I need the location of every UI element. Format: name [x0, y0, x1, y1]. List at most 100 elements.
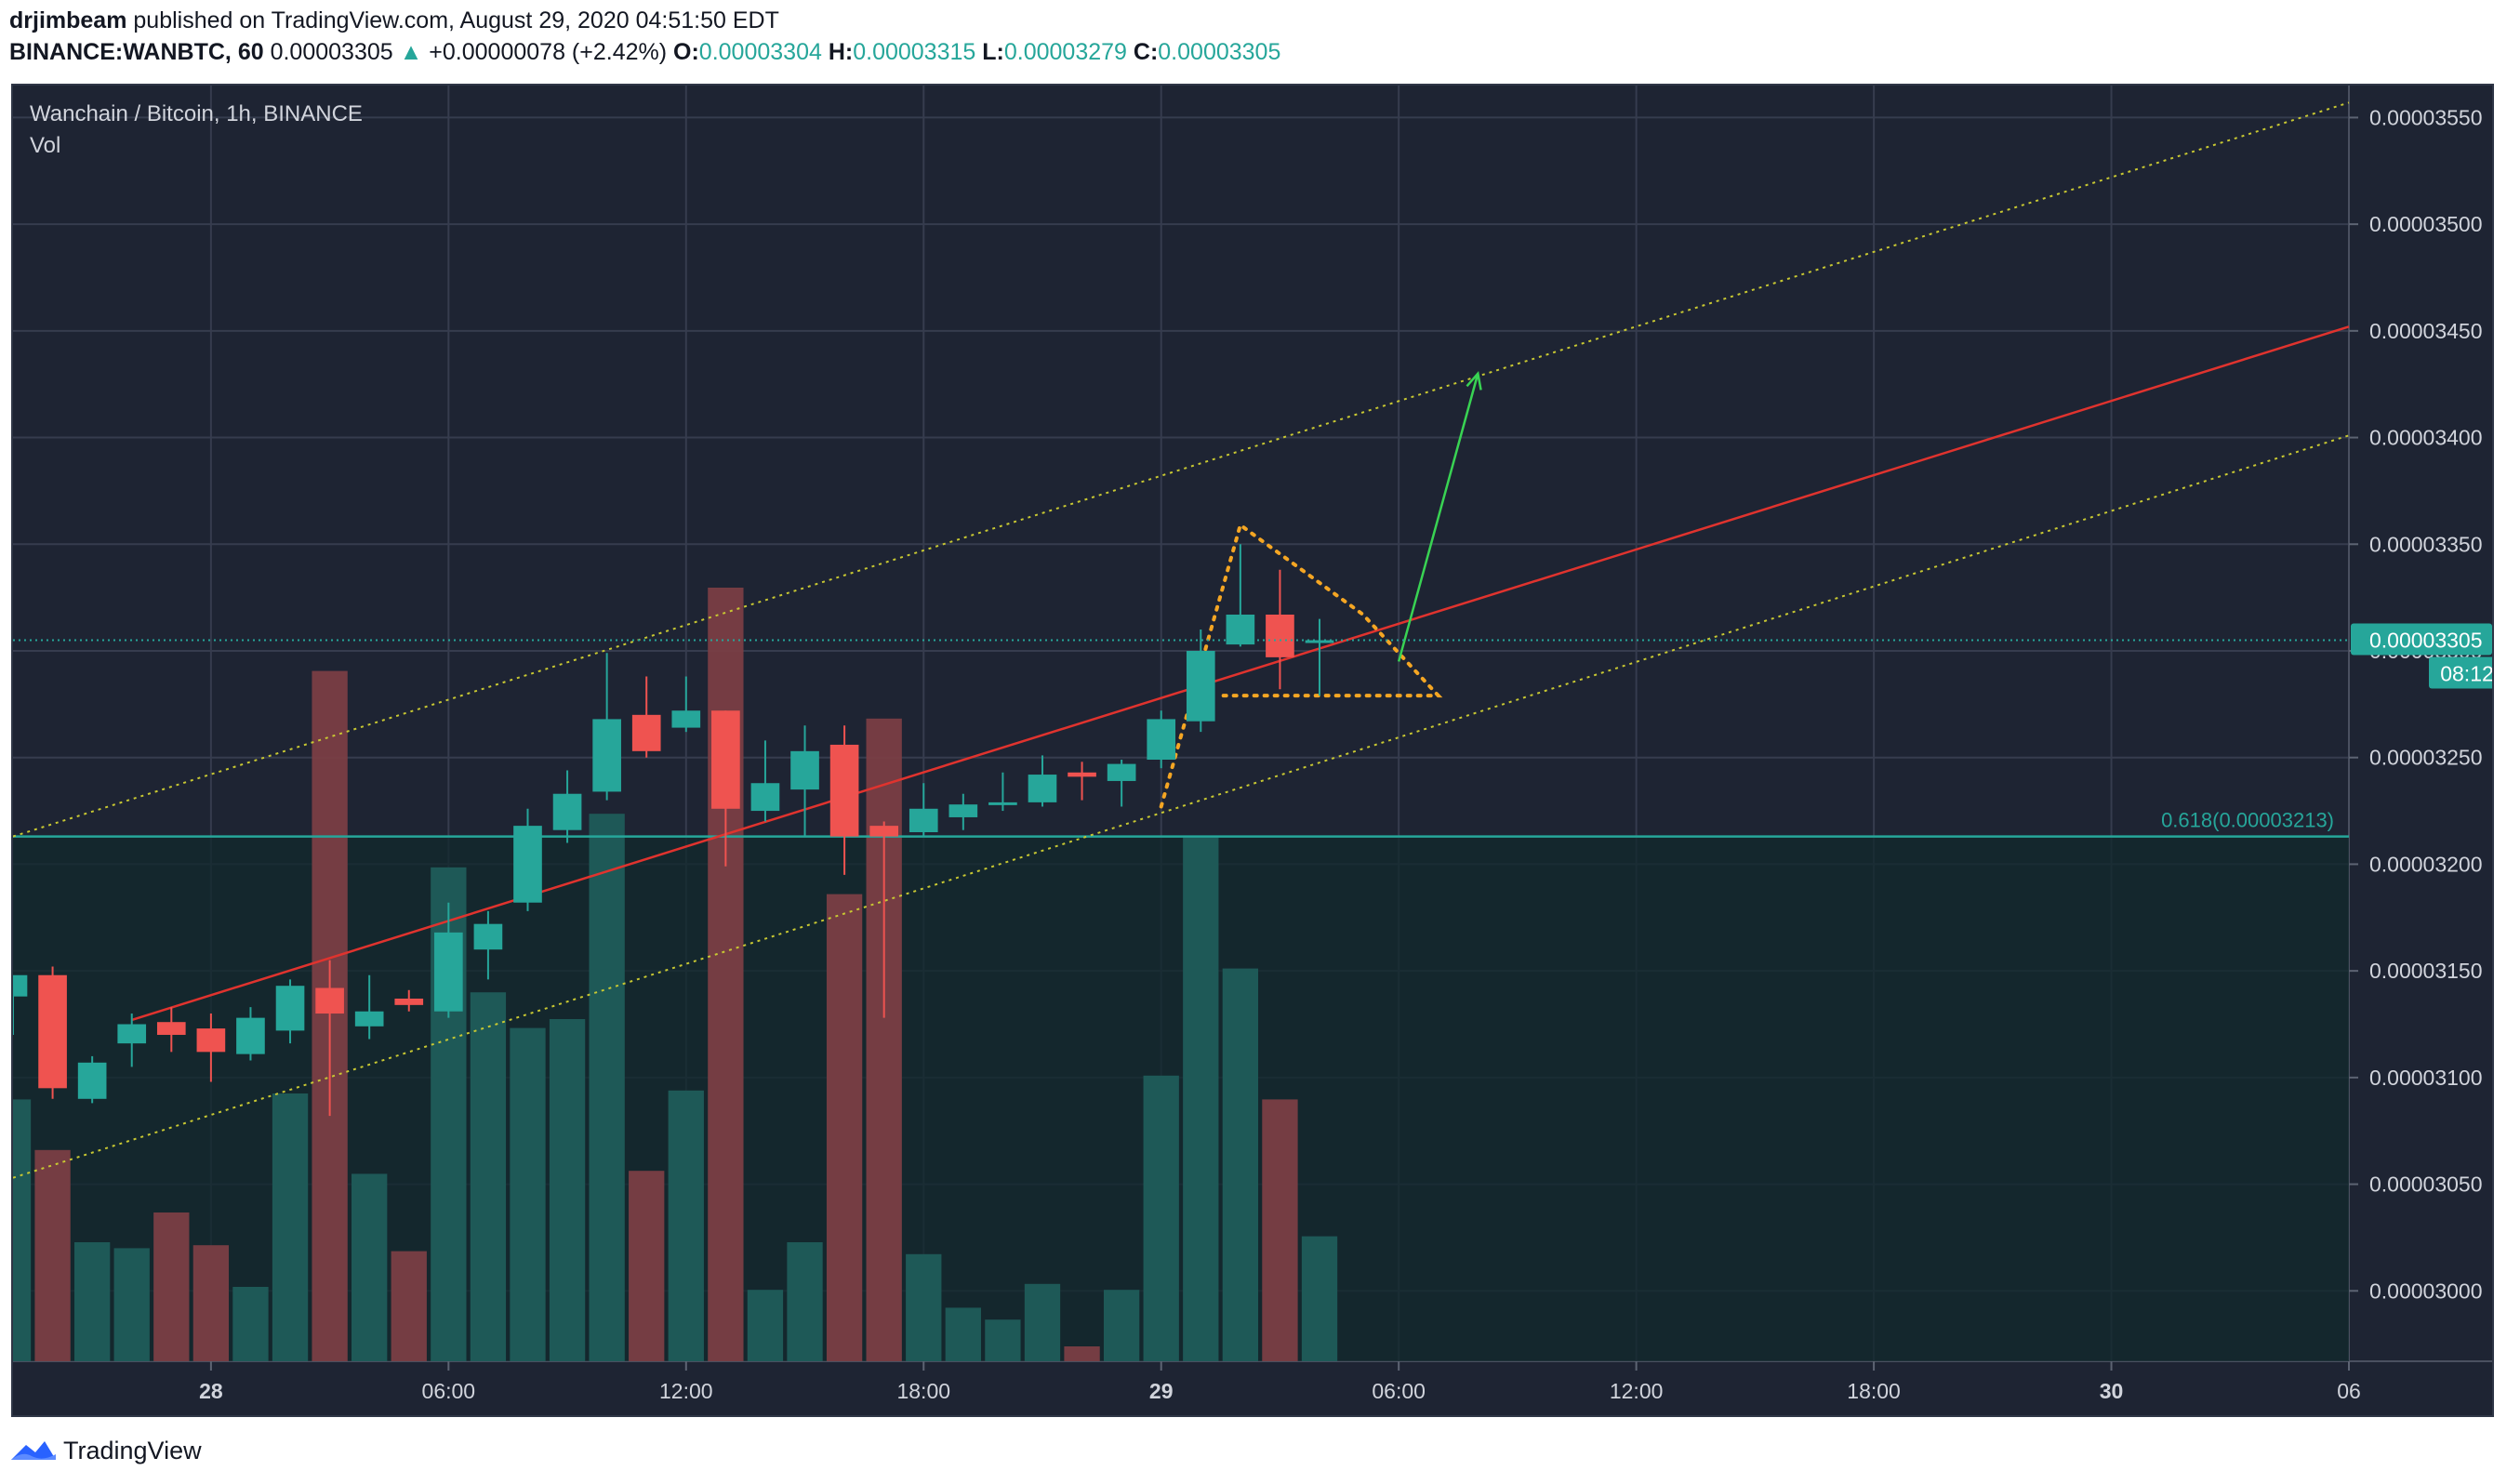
- volume-bar: [352, 1173, 388, 1361]
- candle-body-up: [275, 986, 305, 1031]
- candle-body-up: [1186, 650, 1215, 722]
- publish-header: drjimbeam published on TradingView.com, …: [9, 6, 2501, 65]
- high-value: 0.00003315: [853, 39, 976, 65]
- candle-body-down: [631, 714, 661, 751]
- price-tick-label: 0.00003150: [2369, 959, 2483, 983]
- open-label: O:: [673, 39, 699, 65]
- volume-bar: [866, 718, 902, 1361]
- countdown-tag-bg: [2429, 656, 2492, 689]
- time-tick-label: 29: [1149, 1379, 1174, 1403]
- volume-bar: [510, 1027, 546, 1361]
- chart-panel[interactable]: 0.00003550 0.00003500 0.00003450 0.00003400…: [11, 84, 2494, 1417]
- candle-body-up: [592, 719, 621, 792]
- candle-body-up: [513, 826, 542, 903]
- price-tick-label: 0.00003000: [2369, 1279, 2483, 1303]
- volume-bar: [192, 1245, 230, 1361]
- last-price-tag: 0.00003305 08:12: [2351, 623, 2492, 689]
- target-arrow-line: [1397, 373, 1479, 662]
- volume-bar: [1143, 1075, 1179, 1361]
- volume-bar: [1262, 1099, 1298, 1361]
- candle-body-up: [13, 974, 28, 997]
- price-tick-label: 0.00003050: [2369, 1173, 2483, 1197]
- symbol-label: BINANCE:WANBTC, 60: [9, 39, 264, 65]
- low-value: 0.00003279: [1003, 39, 1127, 65]
- candle-body-down: [711, 710, 740, 809]
- trend-drawings[interactable]: [13, 101, 2350, 1179]
- volume-bar: [13, 1099, 32, 1361]
- volume-bar: [1183, 837, 1219, 1361]
- change-up-icon: ▲: [399, 39, 423, 65]
- time-tick-label: 18:00: [896, 1379, 950, 1403]
- candle-body-down: [869, 826, 899, 837]
- candlesticks: [13, 544, 1334, 1117]
- candle-body-down: [394, 998, 424, 1005]
- volume-bar: [787, 1242, 823, 1361]
- candle-body-down: [315, 987, 344, 1014]
- volume-bars: [13, 588, 1338, 1361]
- volume-bar: [629, 1171, 665, 1361]
- candle-body-up: [988, 802, 1017, 805]
- time-tick-label: 06:00: [1372, 1379, 1426, 1403]
- time-axis[interactable]: 28 06:00 12:00 18:00 29 06:00 12:00 18:00 30 06: [199, 1361, 2361, 1403]
- volume-bar: [708, 588, 744, 1361]
- candle-body-down: [38, 974, 67, 1089]
- price-axis[interactable]: 0.00003550 0.00003500 0.00003450 0.00003400…: [2349, 105, 2483, 1303]
- last-price-tag-text: 0.00003305: [2369, 629, 2483, 653]
- volume-bar: [470, 992, 507, 1361]
- publish-info: drjimbeam published on TradingView.com, …: [9, 6, 779, 35]
- volume-bar: [153, 1212, 190, 1361]
- countdown-text: 08:12: [2440, 662, 2492, 686]
- price-tick-label: 0.00003200: [2369, 852, 2483, 876]
- volume-bar: [1064, 1346, 1100, 1361]
- volume-label: Vol: [30, 133, 60, 158]
- footer-brand[interactable]: TradingView: [9, 1428, 381, 1473]
- last-price: 0.00003305: [263, 39, 400, 65]
- time-tick-label: 18:00: [1847, 1379, 1901, 1403]
- time-tick-label: 28: [199, 1379, 223, 1403]
- volume-bar: [391, 1251, 427, 1361]
- channel-upper-line: [13, 101, 2350, 838]
- triangle-pattern: [1159, 522, 1443, 809]
- price-tick-label: 0.00003350: [2369, 532, 2483, 556]
- price-tick-label: 0.00003500: [2369, 212, 2483, 236]
- close-value: 0.00003305: [1158, 39, 1281, 65]
- volume-bar: [985, 1319, 1021, 1361]
- candle-body-down: [196, 1028, 226, 1053]
- volume-bar: [1301, 1236, 1338, 1361]
- chart-title: Wanchain / Bitcoin, 1h, BINANCE: [30, 101, 363, 126]
- tradingview-brand-text: TradingView: [63, 1437, 202, 1464]
- volume-bar: [113, 1248, 150, 1361]
- price-change: +0.00000078 (+2.42%): [422, 39, 674, 65]
- price-tick-label: 0.00003450: [2369, 319, 2483, 343]
- volume-bar: [34, 1149, 71, 1361]
- volume-bar: [906, 1253, 942, 1361]
- candle-body-down: [1266, 614, 1294, 657]
- price-tick-label: 0.00003100: [2369, 1066, 2483, 1090]
- volume-bar: [826, 894, 863, 1361]
- price-tick-label: 0.00003250: [2369, 746, 2483, 770]
- candle-body-up: [552, 793, 582, 830]
- candle-body-up: [117, 1024, 147, 1044]
- candle-body-up: [1305, 640, 1334, 643]
- author-name[interactable]: drjimbeam: [9, 7, 127, 33]
- volume-bar: [232, 1287, 269, 1361]
- candle-body-up: [790, 750, 819, 790]
- price-chart[interactable]: 0.00003550 0.00003500 0.00003450 0.00003400…: [13, 86, 2492, 1415]
- volume-bar: [945, 1307, 981, 1361]
- close-label: C:: [1126, 39, 1159, 65]
- candle-body-up: [1107, 763, 1136, 781]
- target-arrow-head-icon: [1466, 370, 1482, 391]
- volume-bar: [589, 814, 625, 1361]
- volume-bar: [1024, 1283, 1061, 1361]
- volume-bar: [668, 1090, 704, 1361]
- symbol-info: BINANCE:WANBTC, 60 0.00003305 ▲ +0.00000…: [9, 37, 1280, 67]
- last-price-tag-bg: [2351, 623, 2492, 656]
- high-label: H:: [821, 39, 854, 65]
- candle-body-down: [829, 744, 859, 837]
- candle-body-down: [1068, 772, 1096, 777]
- volume-bar: [1222, 968, 1259, 1361]
- candle-body-up: [671, 710, 701, 728]
- candle-body-up: [236, 1017, 265, 1054]
- fib-level-label[interactable]: 0.618(0.00003213): [2161, 809, 2334, 832]
- volume-bar: [73, 1242, 111, 1361]
